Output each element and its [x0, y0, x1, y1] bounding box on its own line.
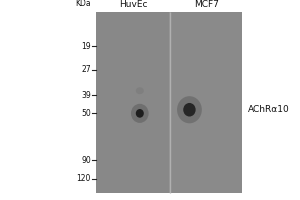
Ellipse shape [183, 103, 196, 117]
Ellipse shape [177, 96, 202, 123]
Text: AChRα10: AChRα10 [248, 105, 290, 114]
Text: 19: 19 [81, 42, 91, 51]
Text: 50: 50 [81, 109, 91, 118]
Text: HuvEc: HuvEc [119, 0, 148, 9]
Ellipse shape [131, 104, 148, 123]
Bar [96, 12, 242, 193]
Text: 39: 39 [81, 91, 91, 100]
Text: KDa: KDa [75, 0, 91, 8]
Bar [172, 12, 242, 193]
Ellipse shape [136, 109, 144, 118]
Text: 90: 90 [81, 156, 91, 165]
Text: 120: 120 [76, 174, 91, 183]
Text: 27: 27 [81, 65, 91, 74]
Text: MCF7: MCF7 [194, 0, 219, 9]
Bar [96, 12, 170, 193]
Ellipse shape [136, 87, 144, 94]
